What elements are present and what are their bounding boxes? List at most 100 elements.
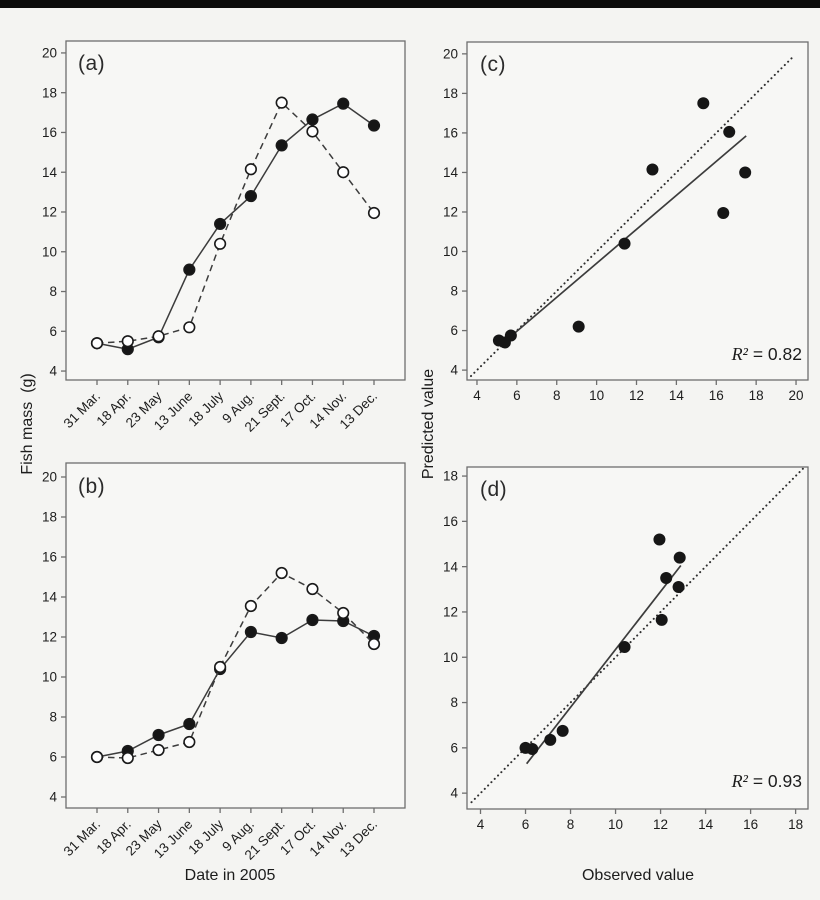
scatter-point — [660, 571, 673, 584]
x-axis-title-observed: Observed value — [581, 867, 695, 884]
svg-text:8: 8 — [450, 695, 458, 710]
scatter-point — [526, 742, 539, 755]
svg-text:20: 20 — [443, 46, 458, 61]
filled-circle-solid-marker — [214, 217, 227, 231]
scatter-point — [504, 329, 517, 342]
svg-text:20: 20 — [42, 46, 57, 61]
svg-text:10: 10 — [42, 670, 57, 685]
open-circle-dashed-marker — [244, 163, 257, 176]
panel-a — [61, 40, 406, 385]
filled-circle-solid-marker — [337, 97, 350, 110]
open-circle-dashed-marker — [214, 660, 227, 674]
filled-circle-solid-marker — [275, 631, 288, 645]
svg-text:12: 12 — [629, 388, 644, 403]
filled-circle-solid-marker — [306, 613, 319, 627]
svg-text:4: 4 — [450, 363, 458, 378]
y-axis-title-predicted: Predicted value — [420, 368, 437, 480]
open-circle-dashed-marker — [337, 606, 350, 620]
r2-symbol-c: R² — [731, 344, 748, 364]
svg-text:18: 18 — [42, 85, 57, 100]
open-circle-dashed-marker — [306, 582, 319, 596]
svg-text:12: 12 — [443, 605, 458, 620]
svg-text:16: 16 — [443, 514, 458, 529]
r2-annotation-c: R² = 0.82 — [680, 344, 802, 365]
svg-text:8: 8 — [567, 817, 575, 832]
open-circle-dashed-marker — [152, 330, 165, 343]
open-circle-dashed-marker — [90, 337, 104, 350]
scatter-point — [673, 551, 686, 564]
open-circle-dashed-marker — [121, 335, 134, 348]
panel-c-label: (c) — [480, 53, 506, 76]
svg-text:10: 10 — [443, 650, 458, 665]
svg-text:14: 14 — [42, 590, 58, 605]
svg-text:6: 6 — [49, 750, 57, 765]
identity-line — [469, 56, 794, 378]
svg-text:16: 16 — [42, 550, 57, 565]
svg-text:16: 16 — [443, 126, 458, 141]
r2-symbol-d: R² — [731, 771, 748, 791]
svg-text:14: 14 — [698, 817, 714, 832]
svg-text:8: 8 — [450, 284, 458, 299]
svg-text:16: 16 — [709, 388, 724, 403]
svg-text:4: 4 — [477, 817, 485, 832]
svg-text:14: 14 — [42, 165, 58, 180]
svg-text:18 July: 18 July — [185, 816, 226, 857]
svg-text:16: 16 — [42, 125, 57, 140]
open-circle-dashed-marker — [183, 735, 196, 749]
svg-text:10: 10 — [589, 388, 604, 403]
svg-text:4: 4 — [473, 388, 481, 403]
svg-text:18: 18 — [443, 86, 458, 101]
svg-text:18: 18 — [749, 388, 764, 403]
svg-text:18: 18 — [42, 510, 57, 525]
open-circle-dashed-marker — [183, 321, 196, 334]
svg-text:6: 6 — [513, 388, 521, 403]
open-circle-dashed-marker — [367, 206, 381, 220]
open-circle-dashed-marker — [121, 751, 134, 765]
svg-text:12: 12 — [443, 205, 458, 220]
r2-value-c: = 0.82 — [752, 344, 802, 364]
scatter-point — [618, 641, 631, 654]
panel-b — [61, 462, 406, 813]
open-circle-dashed-marker — [275, 96, 288, 109]
svg-text:4: 4 — [450, 786, 458, 801]
svg-text:4: 4 — [49, 364, 57, 379]
scatter-point — [556, 724, 569, 737]
regression-line — [525, 565, 682, 765]
svg-text:10: 10 — [42, 244, 57, 259]
svg-text:12: 12 — [42, 205, 57, 220]
svg-text:16: 16 — [743, 817, 758, 832]
svg-text:10: 10 — [608, 817, 623, 832]
open-circle-dashed-marker — [306, 125, 319, 138]
scatter-point — [655, 613, 668, 626]
panel-a-label: (a) — [78, 52, 106, 75]
scatter-point — [723, 125, 736, 138]
scatter-point — [653, 533, 666, 546]
svg-text:20: 20 — [789, 388, 804, 403]
svg-text:31 Mar.: 31 Mar. — [61, 389, 103, 431]
identity-line — [470, 467, 805, 804]
svg-text:14: 14 — [443, 165, 459, 180]
scatter-point — [646, 163, 659, 176]
open-circle-dashed-marker — [90, 750, 104, 764]
panel-b-label: (b) — [78, 475, 106, 498]
svg-text:8: 8 — [553, 388, 561, 403]
x-axis-title-date: Date in 2005 — [184, 867, 276, 884]
filled-circle-solid-marker — [306, 113, 319, 126]
svg-text:18 July: 18 July — [185, 388, 226, 429]
svg-text:31 Mar.: 31 Mar. — [61, 817, 103, 859]
scatter-point — [618, 237, 631, 250]
svg-text:10: 10 — [443, 244, 458, 259]
r2-annotation-d: R² = 0.93 — [680, 771, 802, 792]
svg-text:8: 8 — [49, 284, 57, 299]
filled-circle-solid-marker — [152, 728, 165, 742]
regression-line — [511, 135, 747, 337]
svg-text:4: 4 — [49, 790, 57, 805]
open-circle-dashed-marker — [275, 566, 288, 580]
svg-text:14: 14 — [669, 388, 685, 403]
scatter-point — [672, 581, 685, 594]
svg-text:18: 18 — [443, 469, 458, 484]
filled-circle-solid-marker — [244, 189, 257, 203]
scatter-point — [572, 320, 585, 333]
